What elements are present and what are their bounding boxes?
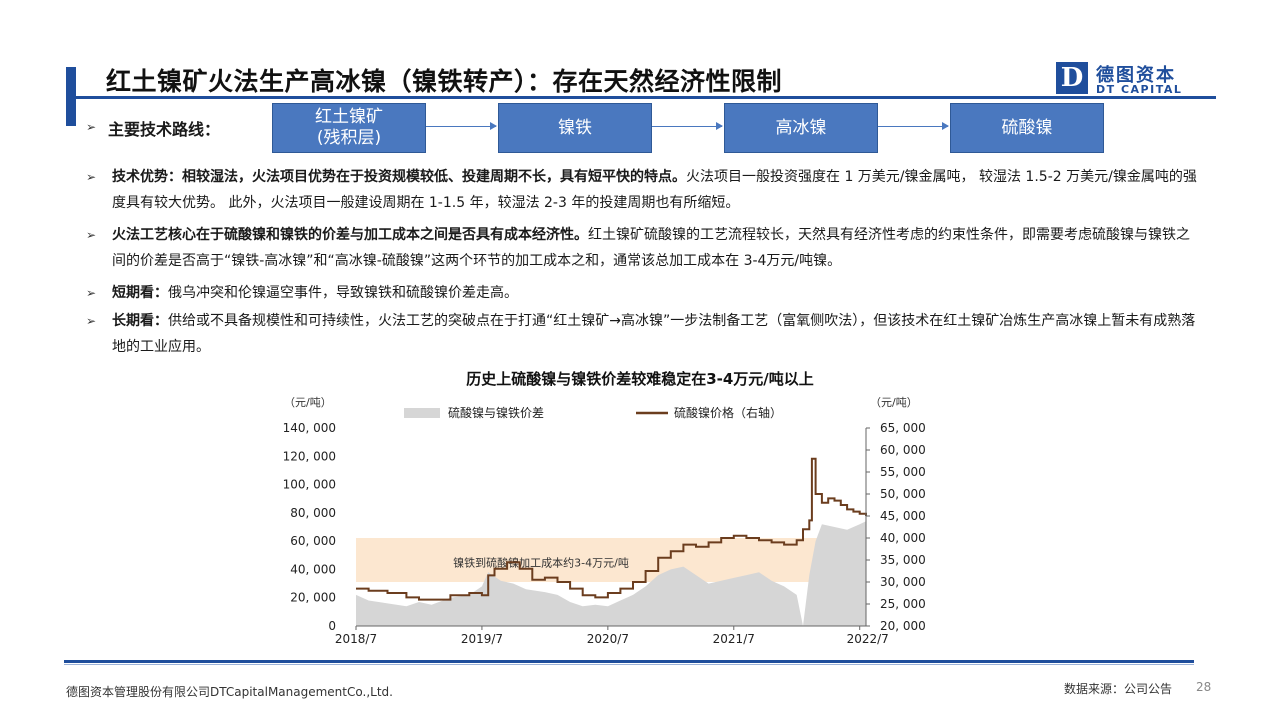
bullet-arrow-icon: ➢ <box>86 286 97 300</box>
legend-swatch-spread <box>404 408 440 418</box>
price-spread-chart: 镍铁到硫酸镍加工成本约3-4万元/吨 140, 000 120, 000 100, 0… <box>283 396 926 646</box>
right-tick-label: 55, 000 <box>880 465 926 479</box>
right-tick-label: 25, 000 <box>880 597 926 611</box>
flow-step-laterite: 红土镍矿 (残积层) <box>272 103 426 153</box>
flow-arrow-icon <box>426 122 497 130</box>
bullet-paragraph: 技术优势：相较湿法，火法项目优势在于投资规模较低、投建周期不长，具有短平快的特点… <box>112 164 1202 216</box>
right-tick-label: 30, 000 <box>880 575 926 589</box>
title-underline <box>66 96 1216 99</box>
page-number: 28 <box>1196 680 1212 694</box>
bullet-bold-text: 技术优势：相较湿法，火法项目优势在于投资规模较低、投建周期不长，具有短平快的特点… <box>112 169 686 185</box>
right-tick-label: 45, 000 <box>880 509 926 523</box>
flow-step-label: 高冰镍 <box>775 117 827 138</box>
slide-title: 红土镍矿火法生产高冰镍（镍铁转产）：存在天然经济性限制 <box>106 67 783 96</box>
bullet-bold-text: 短期看： <box>112 285 168 301</box>
legend-label-spread: 硫酸镍与镍铁价差 <box>448 405 544 420</box>
bullet-bold-text: 火法工艺核心在于硫酸镍和镍铁的价差与加工成本之间是否具有成本经济性。 <box>112 227 588 243</box>
footer-rule <box>64 660 1194 663</box>
left-unit-label: （元/吨） <box>284 396 332 409</box>
band-label: 镍铁到硫酸镍加工成本约3-4万元/吨 <box>453 556 629 570</box>
bullet-arrow-icon: ➢ <box>86 228 97 242</box>
flow-arrow-icon <box>652 122 723 130</box>
price-line <box>356 457 867 601</box>
x-tick-label: 2022/7 <box>847 632 889 646</box>
left-tick-label: 100, 000 <box>283 478 336 492</box>
logo-mark: D <box>1056 62 1088 94</box>
bullet-paragraph: 长期看：供给或不具备规模性和可持续性，火法工艺的突破点在于打通“红土镍矿→高冰镍… <box>112 308 1202 360</box>
flow-step-nickel-sulfate: 硫酸镍 <box>950 103 1104 153</box>
bullet-body-text: 红土镍矿硫酸镍的工艺流程较长，天然具有经济性考虑的约束性条件，即需要考虑硫酸镍与… <box>112 227 1190 269</box>
flow-step-label: 硫酸镍 <box>1001 117 1053 138</box>
left-tick-label: 0 <box>328 619 336 633</box>
bullet-body-text: 火法项目一般投资强度在 1 万美元/镍金属吨， 较湿法 1.5-2 万美元/镍金… <box>112 169 1197 211</box>
bullet-arrow-icon: ➢ <box>86 170 97 184</box>
company-name: 德图资本管理股份有限公司DTCapitalManagementCo.,Ltd. <box>66 685 393 699</box>
left-tick-label: 40, 000 <box>290 562 336 576</box>
logo-english-name: DT CAPITAL <box>1096 83 1183 96</box>
left-tick-label: 120, 000 <box>283 449 336 463</box>
x-tick-label: 2018/7 <box>335 632 377 646</box>
route-label: 主要技术路线： <box>108 120 221 139</box>
bullet-paragraph: 短期看：俄乌冲突和伦镍逼空事件，导致镍铁和硫酸镍价差走高。 <box>112 280 1202 306</box>
bullet-body-text: 供给或不具备规模性和可持续性，火法工艺的突破点在于打通“红土镍矿→高冰镍”一步法… <box>112 313 1196 355</box>
footer-rule-thin <box>64 664 1194 665</box>
legend-label-price: 硫酸镍价格（右轴） <box>674 405 782 420</box>
flow-step-label: 红土镍矿 (残积层) <box>315 107 383 148</box>
x-tick-label: 2019/7 <box>461 632 503 646</box>
bullet-paragraph: 火法工艺核心在于硫酸镍和镍铁的价差与加工成本之间是否具有成本经济性。红土镍矿硫酸… <box>112 222 1202 274</box>
right-tick-label: 20, 000 <box>880 619 926 633</box>
right-tick-label: 35, 000 <box>880 553 926 567</box>
left-tick-label: 20, 000 <box>290 591 336 605</box>
right-tick-label: 65, 000 <box>880 421 926 435</box>
chart-title: 历史上硫酸镍与镍铁价差较难稳定在3-4万元/吨以上 <box>466 370 814 388</box>
flow-step-nickel-matte: 高冰镍 <box>724 103 878 153</box>
bullet-arrow-icon: ➢ <box>86 120 97 134</box>
spread-area <box>356 521 866 626</box>
left-tick-label: 80, 000 <box>290 506 336 520</box>
right-tick-label: 60, 000 <box>880 443 926 457</box>
bullet-bold-text: 长期看： <box>112 313 168 329</box>
right-unit-label: （元/吨） <box>870 396 918 409</box>
flow-step-label: 镍铁 <box>558 117 592 138</box>
left-tick-label: 60, 000 <box>290 534 336 548</box>
bullet-arrow-icon: ➢ <box>86 314 97 328</box>
flow-step-nickel-iron: 镍铁 <box>498 103 652 153</box>
flow-arrow-icon <box>878 122 949 130</box>
right-tick-label: 40, 000 <box>880 531 926 545</box>
right-tick-label: 50, 000 <box>880 487 926 501</box>
logo-chinese-name: 德图资本 <box>1096 65 1176 86</box>
bullet-body-text: 俄乌冲突和伦镍逼空事件，导致镍铁和硫酸镍价差走高。 <box>168 285 518 301</box>
x-tick-label: 2020/7 <box>587 632 629 646</box>
left-tick-label: 140, 000 <box>283 421 336 435</box>
cost-band <box>356 538 866 582</box>
data-source: 数据来源：公司公告 <box>1064 682 1173 696</box>
x-tick-label: 2021/7 <box>713 632 755 646</box>
